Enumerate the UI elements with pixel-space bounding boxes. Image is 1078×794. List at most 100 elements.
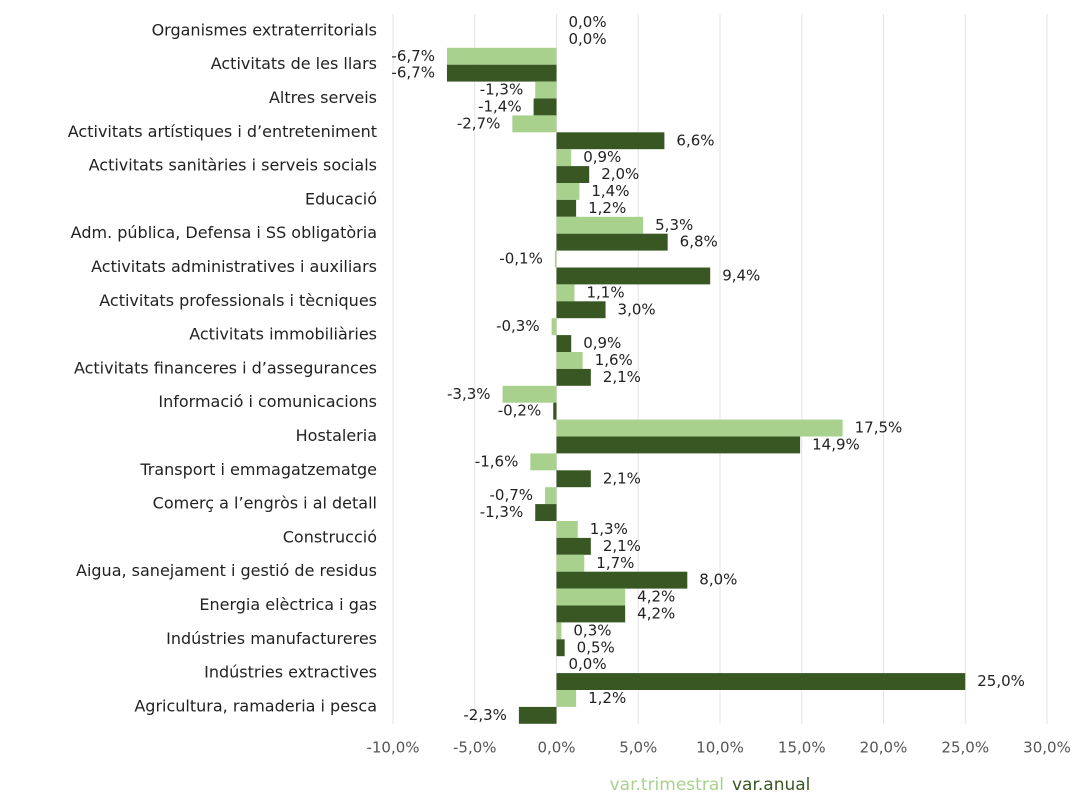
- category-label: Indústries manufactureres: [166, 629, 377, 648]
- category-label: Agricultura, ramaderia i pesca: [134, 696, 377, 715]
- bar: [553, 402, 557, 420]
- value-label: 1,3%: [590, 520, 628, 538]
- value-label: 0,3%: [573, 621, 611, 639]
- category-label: Adm. pública, Defensa i SS obligatòria: [71, 223, 377, 242]
- bar: [545, 487, 557, 505]
- bar: [551, 318, 557, 336]
- bar: [556, 199, 577, 217]
- category-label: Activitats immobiliàries: [189, 325, 377, 344]
- legend-entry: var.trimestral: [610, 775, 724, 794]
- bar: [556, 284, 575, 302]
- value-label: 6,8%: [680, 233, 718, 251]
- bar: [556, 267, 711, 285]
- bar: [556, 521, 578, 538]
- bar: [533, 98, 557, 116]
- category-label: Aigua, sanejament i gestió de residus: [76, 561, 377, 580]
- value-label: 1,1%: [586, 283, 624, 301]
- value-label: 0,0%: [569, 655, 607, 673]
- x-tick-label: -5,0%: [453, 738, 497, 756]
- value-label: -1,6%: [475, 452, 519, 470]
- bar: [556, 605, 626, 623]
- value-label: 9,4%: [722, 266, 760, 284]
- value-label: -3,3%: [447, 385, 491, 403]
- value-label: 2,0%: [601, 165, 639, 183]
- value-label: 1,7%: [596, 554, 634, 572]
- value-label: -0,1%: [499, 250, 543, 268]
- category-label: Activitats financeres i d’assegurances: [74, 358, 377, 377]
- category-label: Energia elèctrica i gas: [199, 595, 377, 614]
- bar: [535, 504, 557, 521]
- value-label: -1,3%: [480, 503, 524, 521]
- bar: [556, 554, 585, 572]
- value-label: 25,0%: [977, 672, 1025, 690]
- x-tick-label: 15,0%: [778, 738, 826, 756]
- value-label: -0,2%: [498, 402, 542, 420]
- value-label: -1,4%: [478, 97, 522, 115]
- value-label: 0,0%: [569, 30, 607, 48]
- value-label: 0,0%: [569, 13, 607, 31]
- value-label: -0,7%: [490, 486, 534, 504]
- bar: [556, 149, 572, 167]
- value-label: -2,3%: [463, 706, 507, 724]
- bar: [556, 216, 644, 234]
- value-label: 4,2%: [637, 604, 675, 622]
- value-label: 1,2%: [588, 689, 626, 707]
- category-label: Activitats de les llars: [211, 54, 377, 73]
- bar: [535, 81, 557, 99]
- bar: [556, 301, 606, 319]
- x-tick-label: 30,0%: [1023, 738, 1071, 756]
- category-label: Activitats artístiques i d’entreteniment: [68, 122, 377, 141]
- x-tick-label: 5,0%: [619, 738, 657, 756]
- category-label: Activitats professionals i tècniques: [99, 291, 377, 310]
- category-label: Indústries extractives: [204, 663, 377, 682]
- category-label: Informació i comunicacions: [158, 392, 377, 411]
- category-label: Altres serveis: [269, 88, 377, 107]
- bar: [556, 183, 580, 200]
- bar: [556, 588, 626, 606]
- bar: [556, 166, 590, 183]
- bar: [554, 250, 557, 268]
- bar: [530, 453, 557, 471]
- bar: [556, 352, 583, 369]
- value-label: 2,1%: [603, 537, 641, 555]
- x-tick-label: -10,0%: [366, 738, 419, 756]
- bar: [512, 115, 557, 133]
- bar: [556, 673, 966, 690]
- value-label: 4,2%: [637, 588, 675, 606]
- value-label: 1,6%: [595, 351, 633, 369]
- x-tick-label: 25,0%: [941, 738, 989, 756]
- bar: [446, 47, 557, 65]
- value-label: 1,4%: [591, 182, 629, 200]
- value-label: 0,5%: [577, 638, 615, 656]
- category-label: Transport i emmagatzematge: [139, 460, 377, 479]
- x-tick-label: 20,0%: [860, 738, 908, 756]
- category-label: Comerç a l’engròs i al detall: [153, 494, 377, 513]
- legend-entry: var.anual: [732, 775, 810, 794]
- bar: [556, 233, 668, 251]
- value-label: -6,7%: [391, 64, 435, 82]
- category-label: Construcció: [283, 527, 377, 546]
- value-label: 5,3%: [655, 216, 693, 234]
- category-label: Organismes extraterritorials: [152, 20, 377, 39]
- value-label: 14,9%: [812, 435, 860, 453]
- value-label: -2,7%: [457, 114, 501, 132]
- value-label: 3,0%: [618, 300, 656, 318]
- category-label: Activitats sanitàries i serveis socials: [89, 156, 377, 175]
- bar: [556, 368, 591, 386]
- x-tick-label: 0,0%: [537, 738, 575, 756]
- bar: [556, 419, 843, 437]
- category-label: Activitats administratives i auxiliars: [91, 257, 377, 276]
- bar: [556, 690, 577, 707]
- bar: [556, 335, 572, 352]
- value-label: 0,9%: [583, 334, 621, 352]
- bar: [556, 470, 591, 488]
- bar: [556, 639, 565, 657]
- value-label: -0,3%: [496, 317, 540, 335]
- value-label: 17,5%: [855, 419, 903, 437]
- category-label: Educació: [305, 189, 377, 208]
- value-label: 2,1%: [603, 368, 641, 386]
- value-label: 0,9%: [583, 148, 621, 166]
- bar: [502, 385, 557, 403]
- value-label: 1,2%: [588, 199, 626, 217]
